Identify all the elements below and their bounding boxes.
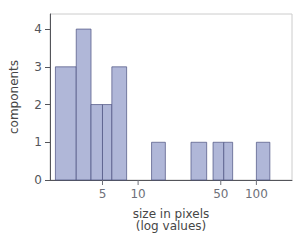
- svg-text:100: 100: [245, 187, 268, 201]
- svg-text:3: 3: [34, 60, 42, 74]
- svg-text:5: 5: [99, 187, 107, 201]
- svg-text:2: 2: [34, 98, 42, 112]
- svg-text:0: 0: [34, 173, 42, 187]
- svg-text:components: components: [7, 60, 21, 134]
- svg-text:50: 50: [213, 187, 228, 201]
- svg-text:1: 1: [34, 135, 42, 149]
- svg-text:4: 4: [34, 22, 42, 36]
- svg-text:size in pixels: size in pixels: [132, 207, 210, 221]
- svg-text:10: 10: [130, 187, 145, 201]
- svg-text:(log values): (log values): [136, 219, 207, 233]
